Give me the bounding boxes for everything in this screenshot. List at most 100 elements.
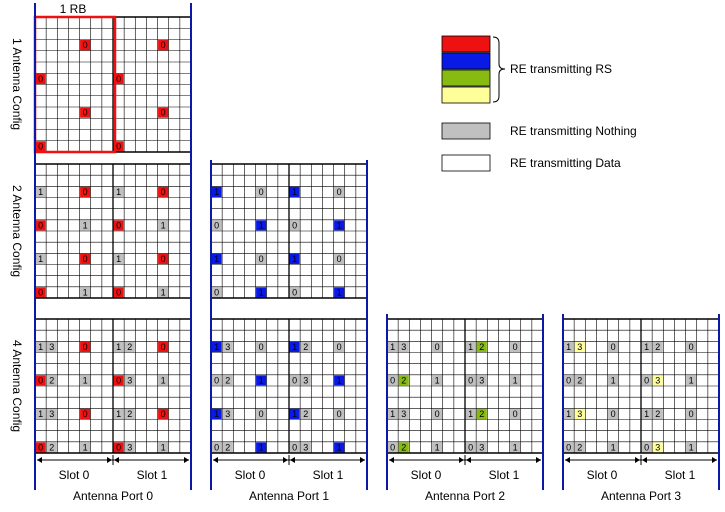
null-cell [398,408,409,419]
null-cell [334,253,345,264]
cell-label: 3 [127,442,132,452]
cell-label: 1 [644,342,649,352]
null-cell [641,408,652,419]
null-cell [158,375,169,386]
null-cell [256,341,267,352]
cell-label: 1 [611,442,616,452]
cell-label: 1 [390,409,395,419]
cell-label: 0 [390,375,395,385]
cell-label: 1 [390,342,395,352]
null-cell [113,341,124,352]
null-cell [80,287,91,298]
cell-label: 0 [259,409,264,419]
rs-cell [476,341,487,352]
rs-cell [80,40,91,51]
cell-label: 0 [337,342,342,352]
legend-swatch-port0 [441,35,491,53]
null-cell [510,408,521,419]
cell-label: 1 [435,442,440,452]
rs-cell [113,287,124,298]
arrow-head [283,457,288,463]
cell-label: 0 [689,342,694,352]
null-cell [510,375,521,386]
cell-label: 1 [83,375,88,385]
rs-cell [256,220,267,231]
null-cell [124,341,135,352]
cell-label: 3 [225,342,230,352]
rs-cell [289,408,300,419]
port-label: Antenna Port 1 [249,489,329,503]
rs-cell [398,442,409,453]
null-cell [432,375,443,386]
rs-cell [211,186,222,197]
null-cell [432,442,443,453]
cell-label: 1 [38,254,43,264]
slot-1-label: Slot 1 [313,468,344,482]
rs-cell [35,375,46,386]
null-cell [476,375,487,386]
cell-label: 0 [644,375,649,385]
cell-label: 1 [161,220,166,230]
rs-cell [158,341,169,352]
cell-label: 0 [337,187,342,197]
cell-label: 2 [127,342,132,352]
cell-label: 1 [292,187,297,197]
cell-label: 0 [38,287,43,297]
rs-cell [35,141,46,152]
cell-label: 0 [38,74,43,84]
cell-label: 0 [214,375,219,385]
rs-cell [113,220,124,231]
null-cell [211,442,222,453]
null-cell [256,253,267,264]
rs-cell [158,186,169,197]
rs-cell [113,141,124,152]
cell-label: 0 [292,220,297,230]
rs-cell [334,287,345,298]
null-cell [46,408,57,419]
null-cell [652,408,663,419]
null-cell [686,442,697,453]
cell-label: 0 [161,187,166,197]
arrow-head [114,457,119,463]
cell-label: 0 [161,409,166,419]
rs-cell [80,186,91,197]
arrow-head [635,457,640,463]
rs-cell [334,375,345,386]
null-cell [476,442,487,453]
port-0-frame: Slot 0 Slot 1 Antenna Port 0 [34,3,192,503]
cell-label: 1 [259,375,264,385]
slot-0-label: Slot 0 [587,468,618,482]
rs-cell [256,287,267,298]
legend: RE transmitting RS RE transmitting Nothi… [441,35,637,172]
cell-label: 2 [577,375,582,385]
null-cell [641,442,652,453]
rs-cell [113,442,124,453]
cell-label: 0 [337,409,342,419]
null-cell [46,375,57,386]
null-cell [652,341,663,352]
port-label: Antenna Port 2 [425,489,505,503]
rs-cell [398,375,409,386]
rs-cell [211,341,222,352]
cell-label: 0 [214,442,219,452]
cell-label: 0 [38,442,43,452]
cell-label: 1 [38,187,43,197]
cell-label: 0 [259,342,264,352]
null-cell [387,442,398,453]
null-cell [222,408,233,419]
null-cell [300,442,311,453]
null-cell [574,375,585,386]
cell-label: 0 [83,342,88,352]
rs-cell [158,107,169,118]
null-cell [563,375,574,386]
cell-label: 0 [468,375,473,385]
arrow-head [184,457,189,463]
cell-label: 1 [116,187,121,197]
null-cell [289,287,300,298]
cell-label: 3 [49,342,54,352]
cell-label: 1 [435,375,440,385]
rs-cell [35,442,46,453]
